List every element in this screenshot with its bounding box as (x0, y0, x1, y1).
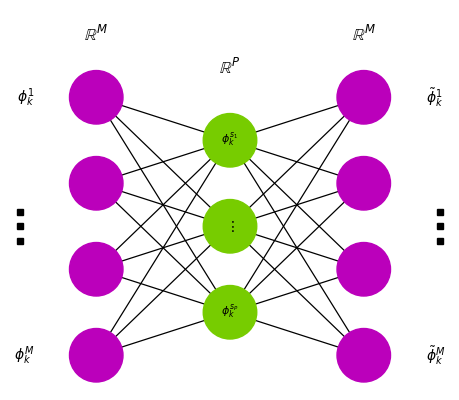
Circle shape (336, 156, 390, 210)
Circle shape (203, 286, 256, 339)
Circle shape (336, 328, 390, 382)
Circle shape (203, 114, 256, 167)
Circle shape (69, 70, 123, 124)
Text: $\phi_k^1$: $\phi_k^1$ (17, 86, 34, 108)
Circle shape (336, 242, 390, 296)
Text: $\mathbb{R}^P$: $\mathbb{R}^P$ (219, 58, 240, 78)
Circle shape (69, 156, 123, 210)
Circle shape (69, 328, 123, 382)
Text: $\mathbb{R}^M$: $\mathbb{R}^M$ (351, 25, 375, 45)
Circle shape (336, 70, 390, 124)
Circle shape (69, 242, 123, 296)
Text: $\mathbb{R}^M$: $\mathbb{R}^M$ (84, 25, 108, 45)
Text: $\tilde{\phi}_k^M$: $\tilde{\phi}_k^M$ (425, 344, 444, 366)
Text: $\phi_k^{s_P}$: $\phi_k^{s_P}$ (221, 303, 238, 321)
Circle shape (203, 200, 256, 253)
Text: $\tilde{\phi}_k^1$: $\tilde{\phi}_k^1$ (425, 86, 442, 109)
Text: $\vdots$: $\vdots$ (225, 219, 234, 234)
Text: $\phi_k^M$: $\phi_k^M$ (14, 344, 34, 366)
Text: $\phi_k^{s_1}$: $\phi_k^{s_1}$ (221, 131, 238, 149)
